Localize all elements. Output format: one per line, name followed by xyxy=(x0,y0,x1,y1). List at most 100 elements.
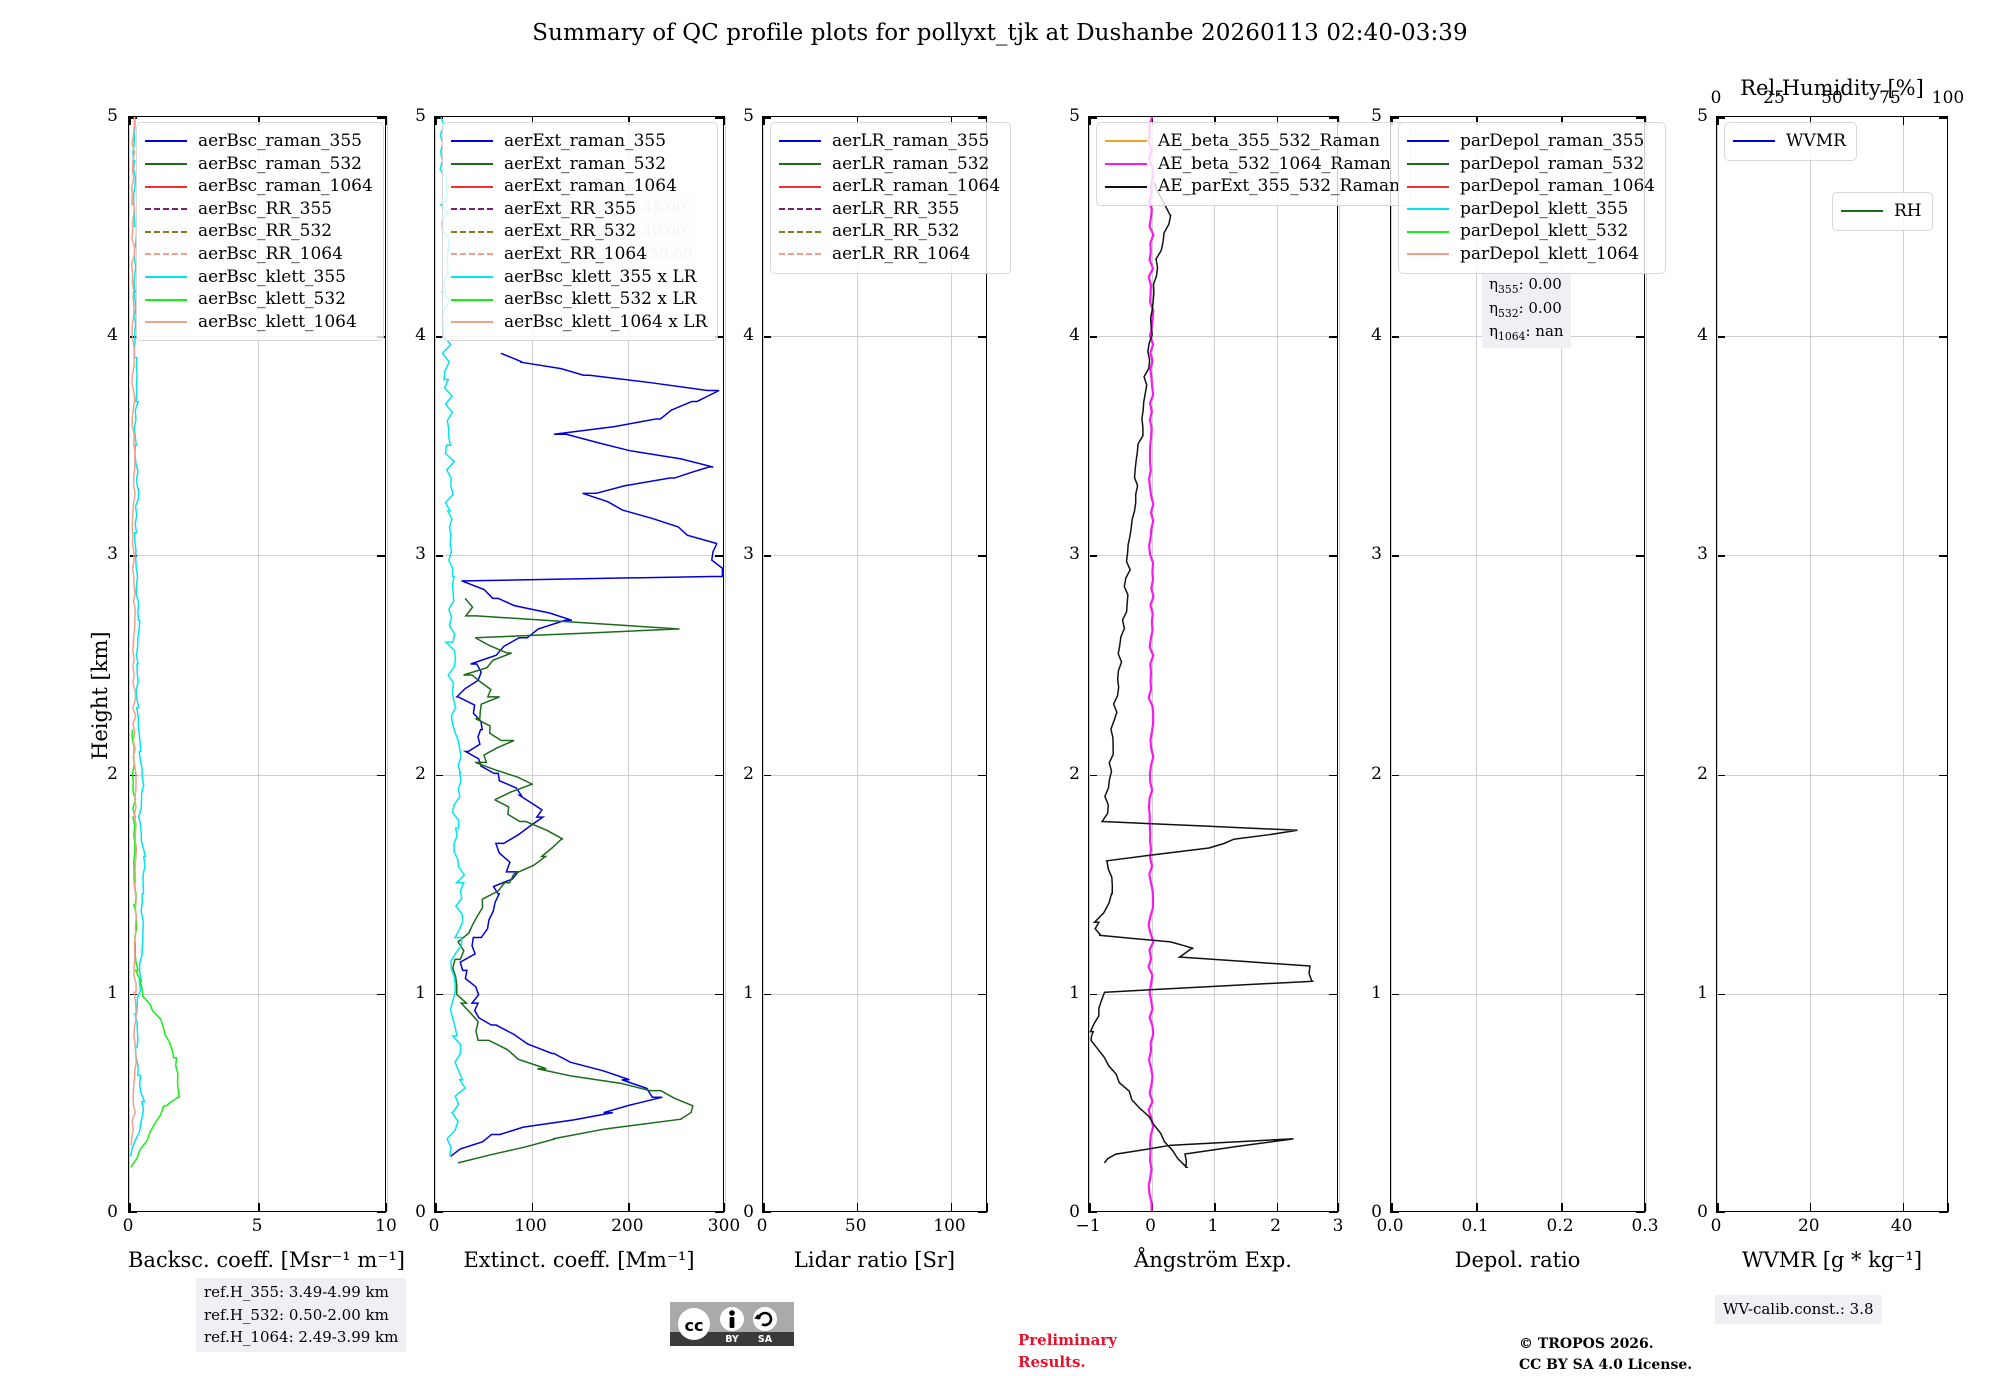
legend-item[interactable]: aerLR_raman_355 xyxy=(779,130,1000,153)
y-tick-label: 4 xyxy=(1069,325,1080,346)
legend-lidar-ratio: aerLR_raman_355 aerLR_raman_532 aerLR_rama… xyxy=(770,122,1012,274)
legend-item[interactable]: aerBsc_RR_1064 xyxy=(145,243,373,266)
y-tick xyxy=(377,1211,386,1213)
x-tick xyxy=(950,116,953,125)
legend-item[interactable]: parDepol_raman_1064 xyxy=(1407,175,1655,198)
gridline-vertical xyxy=(1809,117,1811,1211)
legend-item[interactable]: aerBsc_raman_1064 xyxy=(145,175,373,198)
gridline-horizontal xyxy=(1089,336,1337,338)
legend-item[interactable]: aerBsc_klett_1064 x LR xyxy=(451,311,707,334)
y-tick xyxy=(1636,117,1645,119)
gridline-vertical xyxy=(258,117,259,1211)
legend-item[interactable]: RH xyxy=(1841,200,1922,223)
legend-item[interactable]: aerBsc_klett_532 xyxy=(145,288,373,311)
legend-item[interactable]: aerBsc_klett_355 xyxy=(145,266,373,289)
x-tick xyxy=(1337,1203,1339,1212)
series-line xyxy=(129,117,147,1157)
x-tick-label: 2 xyxy=(1270,1216,1281,1236)
top-x-tick-label: 100 xyxy=(1931,88,1965,108)
y-tick xyxy=(1088,555,1097,557)
legend-item[interactable]: aerBsc_raman_532 xyxy=(145,153,373,176)
y-tick xyxy=(377,993,386,996)
legend-item[interactable]: aerExt_RR_532 xyxy=(451,220,707,243)
legend-color-swatch xyxy=(451,321,493,324)
legend-item[interactable]: aerExt_RR_1064 xyxy=(451,243,707,266)
legend-color-swatch xyxy=(451,162,493,165)
x-tick-label: 50 xyxy=(844,1216,867,1236)
legend-item[interactable]: aerBsc_klett_355 x LR xyxy=(451,266,707,289)
gridline-horizontal xyxy=(763,555,986,557)
y-tick xyxy=(1329,117,1338,119)
gridline-horizontal xyxy=(763,993,986,995)
legend-item[interactable]: parDepol_klett_532 xyxy=(1407,220,1655,243)
legend-item[interactable]: parDepol_klett_355 xyxy=(1407,198,1655,221)
page-title: Summary of QC profile plots for pollyxt_… xyxy=(532,20,1468,46)
x-tick-label: 0.1 xyxy=(1461,1216,1489,1236)
gridline-horizontal xyxy=(763,774,986,776)
legend-label: aerExt_RR_1064 xyxy=(504,244,648,265)
legend-item[interactable]: aerExt_raman_1064 xyxy=(451,175,707,198)
y-tick-label: 5 xyxy=(107,106,118,126)
gridline-horizontal xyxy=(129,774,385,776)
legend-item[interactable]: WVMR xyxy=(1733,130,1846,153)
y-tick xyxy=(1716,774,1725,777)
legend-item[interactable]: aerExt_raman_532 xyxy=(451,153,707,176)
legend-item[interactable]: aerLR_RR_355 xyxy=(779,198,1000,221)
wv-calib-value: WV-calib.const.: 3.8 xyxy=(1723,1300,1874,1318)
ref-h-1064: ref.H_1064: 2.49-3.99 km xyxy=(204,1328,399,1346)
legend-label: aerBsc_raman_355 xyxy=(198,131,362,151)
legend-item[interactable]: parDepol_klett_1064 xyxy=(1407,243,1655,266)
legend-item[interactable]: aerLR_raman_1064 xyxy=(779,175,1000,198)
top-x-tick-label: 25 xyxy=(1763,88,1785,108)
x-tick xyxy=(628,1203,630,1212)
y-tick xyxy=(1636,774,1645,777)
y-tick xyxy=(1716,993,1725,996)
legend-item[interactable]: AE_beta_532_1064_Raman xyxy=(1105,153,1400,176)
legend-label: aerLR_RR_1064 xyxy=(832,244,971,265)
y-tick-label: 1 xyxy=(1697,982,1708,1003)
gridline-horizontal xyxy=(435,555,723,557)
preliminary-line-1: Preliminary xyxy=(1018,1331,1117,1349)
y-tick-label: 5 xyxy=(1069,106,1080,126)
y-tick-label: 5 xyxy=(743,106,754,126)
x-tick-label: 100 xyxy=(933,1216,966,1236)
y-tick-label: 5 xyxy=(415,106,426,126)
legend-item[interactable]: AE_beta_355_532_Raman xyxy=(1105,130,1400,153)
legend-color-swatch xyxy=(451,208,493,211)
legend-color-swatch xyxy=(779,208,821,211)
ref-height-note: ref.H_355: 3.49-4.99 km ref.H_532: 0.50-… xyxy=(196,1278,407,1352)
legend-item[interactable]: aerBsc_klett_532 x LR xyxy=(451,288,707,311)
x-tick-label: 0 xyxy=(428,1216,440,1236)
legend-item[interactable]: aerExt_RR_355 xyxy=(451,198,707,221)
legend-item[interactable]: parDepol_raman_532 xyxy=(1407,153,1655,176)
legend-item[interactable]: aerBsc_RR_532 xyxy=(145,220,373,243)
legend-item[interactable]: parDepol_raman_355 xyxy=(1407,130,1655,153)
y-tick-label: 3 xyxy=(743,544,754,565)
ref-h-355: ref.H_355: 3.49-4.99 km xyxy=(204,1283,389,1301)
x-tick xyxy=(385,116,387,125)
y-tick-label: 3 xyxy=(1371,544,1382,565)
legend-color-swatch xyxy=(1841,210,1883,213)
y-tick xyxy=(1716,555,1725,557)
y-tick xyxy=(128,993,137,996)
legend-label: aerExt_RR_355 xyxy=(504,198,637,219)
legend-item[interactable]: aerLR_raman_532 xyxy=(779,153,1000,176)
y-tick-label: 5 xyxy=(1697,106,1708,126)
top-x-tick-label: 75 xyxy=(1879,88,1901,108)
legend-item[interactable]: aerLR_RR_1064 xyxy=(779,243,1000,266)
x-tick-label: 10 xyxy=(375,1216,397,1236)
y-tick xyxy=(1329,774,1338,777)
legend-item[interactable]: aerBsc_raman_355 xyxy=(145,130,373,153)
gridline-vertical xyxy=(1561,117,1562,1211)
legend-item[interactable]: aerBsc_klett_1064 xyxy=(145,311,373,334)
y-tick xyxy=(377,117,386,119)
legend-backscatter: aerBsc_raman_355 aerBsc_raman_532 aerBsc_r… xyxy=(136,122,384,342)
legend-item[interactable]: aerBsc_RR_355 xyxy=(145,198,373,221)
y-tick xyxy=(1939,117,1948,119)
legend-item[interactable]: aerLR_RR_532 xyxy=(779,220,1000,243)
legend-item[interactable]: aerExt_raman_355 xyxy=(451,130,707,153)
y-tick xyxy=(715,336,724,338)
legend-color-swatch xyxy=(145,298,187,301)
legend-item[interactable]: AE_parExt_355_532_Raman xyxy=(1105,175,1400,198)
x-tick xyxy=(1151,116,1154,125)
